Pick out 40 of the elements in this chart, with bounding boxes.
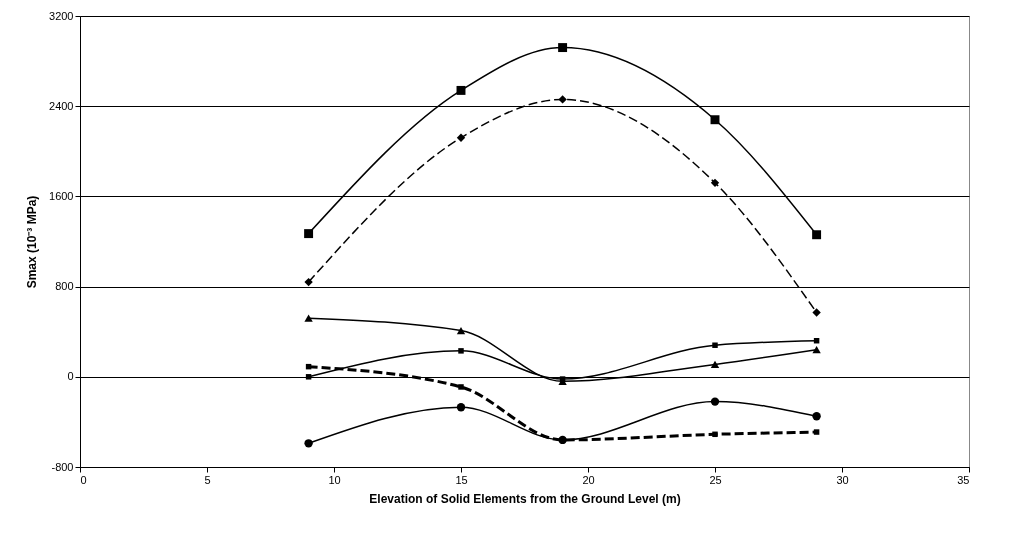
point bbox=[458, 348, 464, 354]
point bbox=[304, 229, 314, 239]
x-tick-label: 0 bbox=[80, 473, 87, 486]
point bbox=[304, 314, 313, 322]
point bbox=[456, 133, 466, 142]
point bbox=[710, 178, 720, 188]
point bbox=[456, 403, 466, 412]
y-axis-title: Smax (10⁻³ MPa) bbox=[25, 195, 40, 289]
point bbox=[710, 115, 720, 125]
y-tick-label: 2400 bbox=[49, 99, 74, 112]
point bbox=[558, 43, 568, 53]
y-tick-label: 800 bbox=[55, 280, 74, 293]
y-tick-label: 0 bbox=[67, 370, 74, 383]
point bbox=[558, 95, 567, 104]
point bbox=[813, 429, 820, 435]
x-tick-label: 10 bbox=[328, 473, 341, 486]
point bbox=[812, 308, 821, 317]
point bbox=[456, 85, 466, 95]
point bbox=[305, 374, 312, 380]
y-tick-label: 1600 bbox=[49, 189, 74, 202]
point bbox=[712, 342, 718, 348]
x-tick-label: 20 bbox=[582, 473, 595, 486]
point bbox=[812, 230, 822, 240]
point bbox=[304, 277, 313, 287]
x-tick-label: 30 bbox=[836, 473, 849, 486]
x-tick-label: 35 bbox=[957, 473, 970, 486]
point bbox=[712, 431, 718, 438]
x-tick-label: 15 bbox=[455, 473, 468, 486]
point bbox=[458, 384, 464, 390]
point bbox=[304, 439, 313, 448]
x-tick-label: 25 bbox=[709, 473, 722, 486]
point bbox=[456, 326, 466, 335]
x-tick-label: 5 bbox=[204, 473, 211, 486]
point bbox=[812, 346, 821, 354]
point bbox=[710, 397, 720, 406]
y-tick-label: 3200 bbox=[49, 9, 74, 22]
point bbox=[812, 412, 821, 421]
point bbox=[710, 360, 720, 369]
x-axis-title: Elevation of Solid Elements from the Ground Level (m) bbox=[369, 491, 681, 506]
y-tick-label: -800 bbox=[51, 460, 74, 473]
